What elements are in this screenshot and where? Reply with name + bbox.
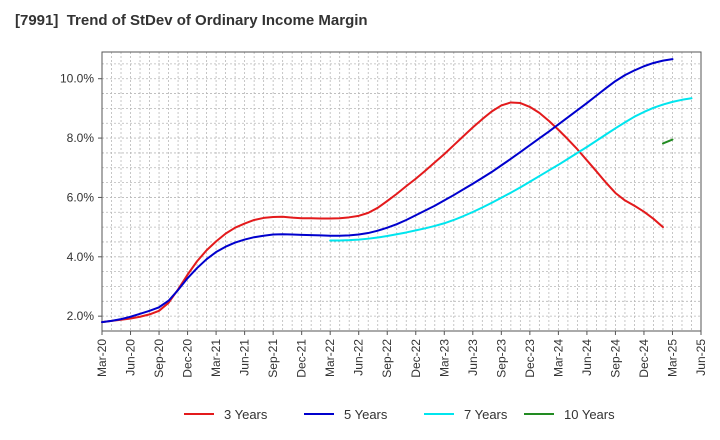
y-tick-label: 10.0% xyxy=(60,72,94,86)
legend-label: 5 Years xyxy=(344,407,388,422)
series-line-7-years xyxy=(329,97,693,242)
x-tick-label: Dec-20 xyxy=(181,339,195,378)
legend-label: 10 Years xyxy=(564,407,615,422)
series-line-3-years xyxy=(101,101,664,324)
x-tick-label: Mar-25 xyxy=(665,339,679,377)
x-tick-label: Sep-22 xyxy=(380,339,394,378)
legend-label: 3 Years xyxy=(224,407,268,422)
x-tick-label: Dec-21 xyxy=(295,339,309,378)
legend-label: 7 Years xyxy=(464,407,508,422)
y-tick-label: 2.0% xyxy=(67,309,95,323)
grid xyxy=(102,52,701,331)
x-tick-label: Jun-20 xyxy=(124,339,138,376)
x-tick-label: Jun-22 xyxy=(352,339,366,376)
x-tick-label: Dec-23 xyxy=(523,339,537,378)
x-tick-label: Sep-23 xyxy=(494,339,508,378)
y-tick-label: 4.0% xyxy=(67,250,95,264)
legend: 3 Years 5 Years 7 Years 10 Years xyxy=(184,407,615,422)
series-line-10-years xyxy=(661,138,674,145)
chart-title: [7991] Trend of StDev of Ordinary Income… xyxy=(15,12,368,29)
y-tick-label: 6.0% xyxy=(67,190,95,204)
x-tick-label: Dec-24 xyxy=(637,339,651,378)
x-tick-label: Sep-21 xyxy=(266,339,280,378)
series-lines xyxy=(101,58,693,324)
x-tick-label: Mar-22 xyxy=(323,339,337,377)
x-tick-label: Jun-21 xyxy=(238,339,252,376)
x-tick-label: Sep-20 xyxy=(152,339,166,378)
x-tick-label: Jun-24 xyxy=(580,339,594,376)
x-tick-label: Mar-20 xyxy=(95,339,109,377)
x-tick-label: Jun-23 xyxy=(466,339,480,376)
plot-frame xyxy=(101,51,702,332)
x-tick-label: Sep-24 xyxy=(608,339,622,378)
x-tick-label: Mar-24 xyxy=(551,339,565,377)
x-axis-ticks: Mar-20 Jun-20 Sep-20 Dec-20 Mar-21 Jun-21 Sep-… xyxy=(95,331,708,378)
y-axis-ticks: 2.0% 4.0% 6.0% 8.0% 10.0% xyxy=(60,72,102,323)
x-tick-label: Dec-22 xyxy=(409,339,423,378)
y-tick-label: 8.0% xyxy=(67,131,95,145)
series-line-5-years xyxy=(101,58,674,324)
x-tick-label: Mar-21 xyxy=(209,339,223,377)
x-tick-label: Mar-23 xyxy=(437,339,451,377)
x-tick-label: Jun-25 xyxy=(694,339,708,376)
